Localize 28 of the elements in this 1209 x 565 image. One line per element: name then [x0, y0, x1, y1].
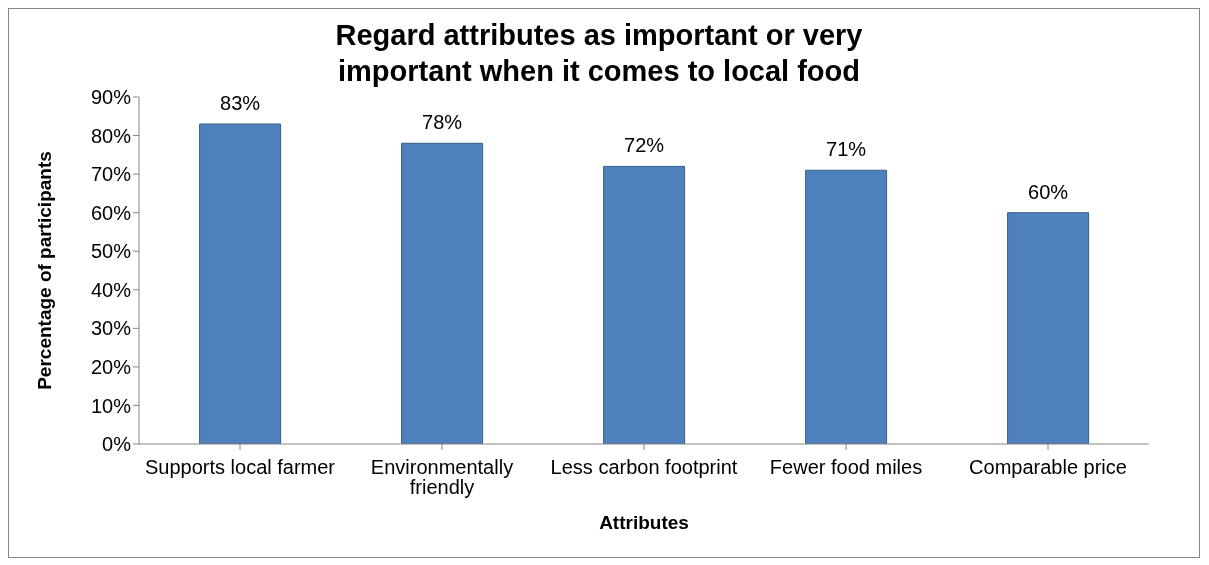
- y-tick-label: 70%: [90, 163, 132, 186]
- x-tick-label: Fewer food miles: [769, 456, 923, 479]
- data-label: 60%: [1028, 180, 1069, 203]
- y-tick-label: 30%: [90, 317, 132, 340]
- chart-title: Regard attributes as important or very important when it comes to local food: [334, 18, 864, 89]
- bar: [603, 165, 686, 444]
- y-tick-label: 50%: [90, 240, 132, 263]
- y-tick-label: 0%: [102, 433, 132, 456]
- y-tick-label: 10%: [90, 394, 132, 417]
- data-label: 83%: [220, 91, 261, 114]
- bar: [1007, 212, 1090, 444]
- x-axis-title: Attributes: [599, 512, 689, 533]
- data-label: 78%: [422, 111, 463, 134]
- x-tick-label: Supports local farmer: [144, 456, 336, 479]
- bar: [401, 142, 484, 444]
- data-label: 72%: [624, 134, 665, 157]
- y-axis-title: Percentage of participants: [33, 151, 55, 390]
- y-tick-label: 40%: [90, 278, 132, 301]
- y-tick-label: 90%: [90, 86, 132, 109]
- x-tick-label: Environmentally friendly: [370, 456, 514, 499]
- y-tick-label: 80%: [90, 124, 132, 147]
- bar: [805, 169, 888, 444]
- y-tick-label: 60%: [90, 201, 132, 224]
- y-tick-label: 20%: [90, 355, 132, 378]
- bar: [199, 123, 282, 444]
- x-tick-label: Comparable price: [969, 456, 1127, 479]
- x-tick-label: Less carbon footprint: [550, 456, 738, 479]
- data-label: 71%: [826, 138, 867, 161]
